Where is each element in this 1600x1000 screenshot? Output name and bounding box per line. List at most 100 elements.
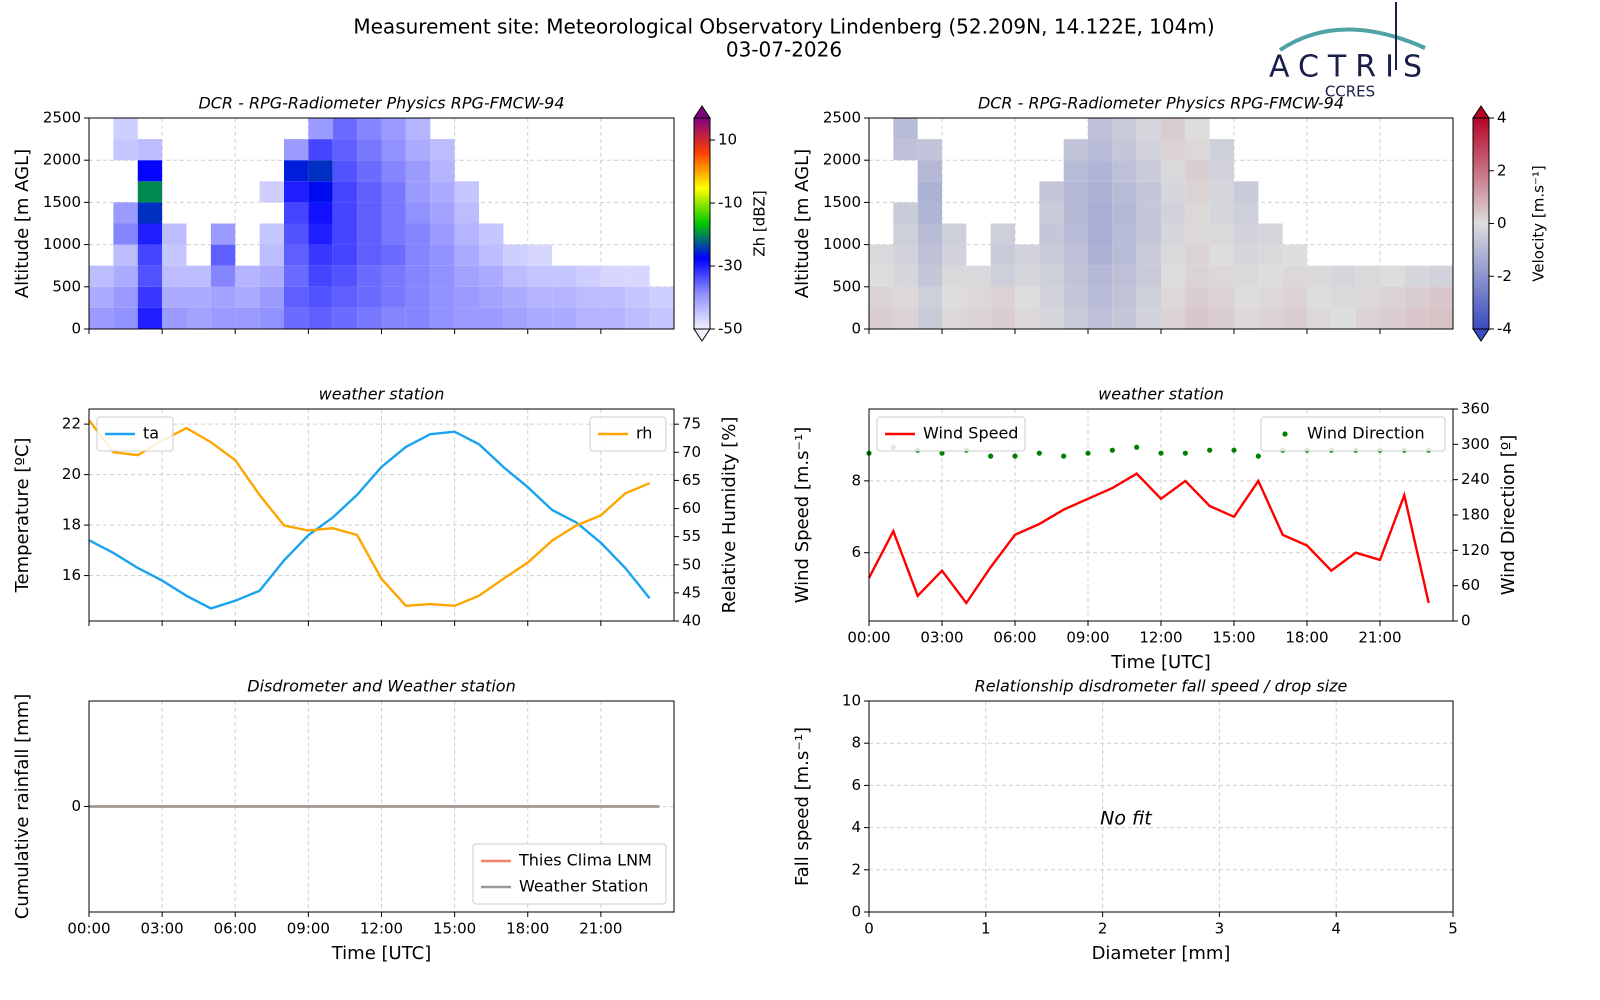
x-axis-label: Diameter [mm] xyxy=(1092,943,1231,964)
heatmap-cell xyxy=(162,265,187,287)
heatmap-cell xyxy=(332,202,358,224)
x-tick-label: 21:00 xyxy=(1358,629,1401,647)
heatmap-cell xyxy=(430,244,455,266)
colorbar-extend xyxy=(1472,105,1490,119)
heatmap-cell xyxy=(284,160,309,182)
heatmap-cell xyxy=(1209,181,1234,203)
heatmap-cell xyxy=(1015,307,1040,329)
chart-title: Disdrometer and Weather station xyxy=(247,677,515,696)
heatmap-cell xyxy=(357,307,382,329)
heatmap-cell xyxy=(625,307,650,329)
marker xyxy=(988,453,994,459)
heatmap-cell xyxy=(113,139,138,161)
heatmap-cell xyxy=(405,202,431,224)
heatmap-cell xyxy=(966,286,991,308)
heatmap-cell xyxy=(1015,286,1040,308)
heatmap-cell xyxy=(235,286,260,308)
heatmap-cell xyxy=(966,307,991,329)
heatmap-cell xyxy=(430,160,455,182)
panel: ta rh 16 18 20 22 40 45 50 55 60 65 70 75 weather stat… xyxy=(12,385,740,630)
x-tick-label: 15:00 xyxy=(433,920,476,938)
x-tick-label: 0 xyxy=(864,920,874,938)
heatmap-cell xyxy=(89,265,114,287)
colorbar-extend xyxy=(1472,328,1490,342)
heatmap-cell xyxy=(357,160,382,182)
heatmap-cell xyxy=(552,265,577,287)
page-title: Measurement site: Meteorological Observa… xyxy=(353,15,1214,39)
heatmap-cell xyxy=(284,139,309,161)
x-tick-label: 18:00 xyxy=(1285,629,1328,647)
heatmap-cell xyxy=(1063,202,1088,224)
line xyxy=(867,472,1430,606)
heatmap-cell xyxy=(1136,244,1161,266)
y2-axis-label: Wind Direction [º] xyxy=(1498,435,1519,596)
heatmap-cell xyxy=(162,286,187,308)
heatmap-cell xyxy=(893,202,918,224)
heatmap-cell xyxy=(917,139,942,161)
heatmap-cell xyxy=(405,286,431,308)
heatmap-cell xyxy=(917,244,942,266)
y-tick-label: 6 xyxy=(851,776,861,794)
heatmap-cell xyxy=(1185,202,1210,224)
panel: -50 -30 -10 10 Zh [dBZ] 0 500 1000 1500 2000 2500 D… xyxy=(12,94,769,342)
y2-tick-label: 60 xyxy=(1461,576,1480,594)
heatmap-cell xyxy=(1307,286,1332,308)
heatmap-cell xyxy=(600,286,626,308)
heatmap-cell xyxy=(357,202,382,224)
y-tick-label: 2500 xyxy=(823,109,861,127)
heatmap-cell xyxy=(625,286,650,308)
heatmap-cell xyxy=(503,307,528,329)
legend-label: Wind Direction xyxy=(1307,424,1425,443)
marker xyxy=(1012,453,1018,459)
heatmap-cell xyxy=(357,265,382,287)
heatmap-cell xyxy=(1355,265,1380,287)
heatmap-cell xyxy=(893,286,918,308)
heatmap-cell xyxy=(1404,307,1429,329)
heatmap-cell xyxy=(1258,307,1283,329)
x-tick-label: 03:00 xyxy=(141,920,184,938)
heatmap-cell xyxy=(405,139,431,161)
heatmap-cell xyxy=(308,139,333,161)
chart-title: weather station xyxy=(319,385,445,404)
heatmap-cell xyxy=(1355,286,1380,308)
heatmap-cell xyxy=(917,202,942,224)
heatmap-cell xyxy=(1112,307,1137,329)
annotation: No fit xyxy=(1100,808,1153,830)
y2-tick-label: 45 xyxy=(682,583,701,601)
heatmap-cell xyxy=(332,181,358,203)
heatmap-cell xyxy=(284,223,309,245)
heatmap-cell xyxy=(454,181,479,203)
heatmap-cell xyxy=(137,160,163,182)
heatmap-cell xyxy=(479,307,504,329)
heatmap-cell xyxy=(1039,286,1064,308)
legend-label: Weather Station xyxy=(519,877,648,896)
heatmap-cell xyxy=(1404,265,1429,287)
heatmap-cell xyxy=(1307,265,1332,287)
y2-tick-label: 300 xyxy=(1461,435,1490,453)
y2-tick-label: 240 xyxy=(1461,470,1490,488)
y-tick-label: 8 xyxy=(851,734,861,752)
heatmap-cell xyxy=(893,223,918,245)
heatmap-cell xyxy=(1112,118,1137,140)
heatmap-cell xyxy=(113,118,138,140)
y-tick-label: 1000 xyxy=(823,235,861,253)
heatmap-cell xyxy=(1209,244,1234,266)
y-tick-label: 0 xyxy=(851,903,861,921)
heatmap-cell xyxy=(381,181,406,203)
heatmap-cell xyxy=(162,244,187,266)
x-tick-label: 09:00 xyxy=(287,920,330,938)
y2-tick-label: 75 xyxy=(682,415,701,433)
heatmap-cell xyxy=(527,265,553,287)
y-tick-label: 500 xyxy=(832,277,861,295)
x-tick-label: 06:00 xyxy=(993,629,1036,647)
heatmap-cell xyxy=(1258,265,1283,287)
heatmap-cell xyxy=(137,202,163,224)
marker xyxy=(1207,447,1213,453)
heatmap-cell xyxy=(1039,181,1064,203)
colorbar-label: Zh [dBZ] xyxy=(751,190,769,256)
y-tick-label: 1500 xyxy=(823,193,861,211)
heatmap-cell xyxy=(454,286,479,308)
heatmap-cell xyxy=(405,265,431,287)
heatmap-cell xyxy=(210,307,236,329)
legend-label: Wind Speed xyxy=(923,424,1018,443)
